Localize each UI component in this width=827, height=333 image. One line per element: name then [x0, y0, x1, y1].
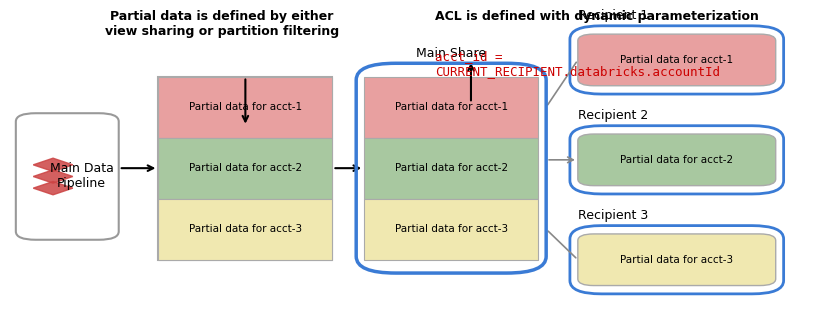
FancyBboxPatch shape	[364, 138, 538, 199]
Text: Main Data
Pipeline: Main Data Pipeline	[50, 163, 113, 190]
FancyBboxPatch shape	[158, 77, 332, 138]
Polygon shape	[33, 158, 73, 171]
FancyBboxPatch shape	[578, 234, 776, 285]
Text: Recipient 3: Recipient 3	[578, 209, 648, 222]
Text: acct_id =
CURRENT_RECIPIENT.databricks.accountId: acct_id = CURRENT_RECIPIENT.databricks.a…	[435, 50, 720, 78]
FancyBboxPatch shape	[364, 199, 538, 260]
Polygon shape	[33, 181, 73, 195]
FancyBboxPatch shape	[158, 77, 332, 260]
FancyBboxPatch shape	[570, 26, 784, 94]
FancyBboxPatch shape	[578, 134, 776, 186]
Text: Partial data for acct-3: Partial data for acct-3	[394, 224, 508, 234]
FancyBboxPatch shape	[158, 199, 332, 260]
Polygon shape	[33, 170, 73, 183]
Text: Recipient 2: Recipient 2	[578, 109, 648, 122]
Text: Partial data for acct-2: Partial data for acct-2	[189, 163, 302, 173]
FancyBboxPatch shape	[364, 77, 538, 138]
FancyBboxPatch shape	[570, 226, 784, 294]
FancyBboxPatch shape	[158, 138, 332, 199]
Text: Partial data for acct-3: Partial data for acct-3	[189, 224, 302, 234]
Text: Partial data for acct-1: Partial data for acct-1	[620, 55, 734, 65]
Text: Recipient 1: Recipient 1	[578, 9, 648, 23]
Text: Partial data is defined by either
view sharing or partition filtering: Partial data is defined by either view s…	[104, 10, 339, 38]
FancyBboxPatch shape	[570, 126, 784, 194]
Text: Partial data for acct-1: Partial data for acct-1	[189, 102, 302, 112]
FancyBboxPatch shape	[16, 113, 119, 240]
Text: Partial data for acct-2: Partial data for acct-2	[394, 163, 508, 173]
Text: Main Share: Main Share	[416, 47, 486, 60]
Text: Partial data for acct-1: Partial data for acct-1	[394, 102, 508, 112]
Text: Partial data for acct-3: Partial data for acct-3	[620, 255, 734, 265]
Text: Partial data for acct-2: Partial data for acct-2	[620, 155, 734, 165]
FancyBboxPatch shape	[578, 34, 776, 86]
Text: ACL is defined with dynamic parameterization: ACL is defined with dynamic parameteriza…	[435, 10, 759, 23]
